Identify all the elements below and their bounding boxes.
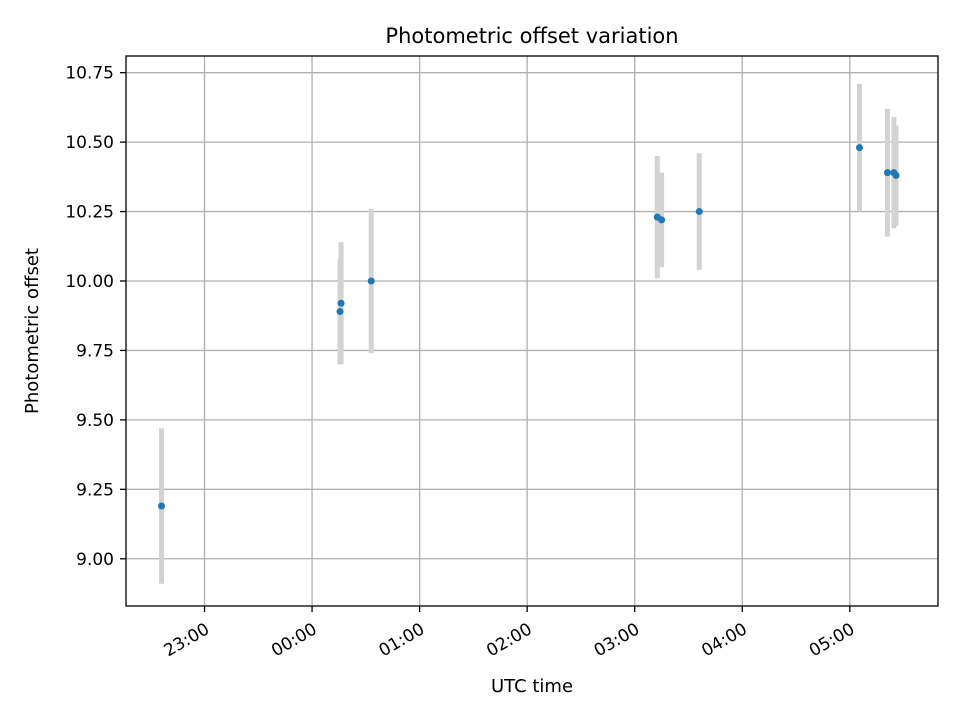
x-tick-label: 00:00: [268, 619, 320, 661]
x-tick-label: 23:00: [161, 619, 213, 661]
y-tick-label: 10.75: [65, 64, 114, 84]
y-tick-label: 9.00: [76, 550, 114, 570]
y-tick-label: 10.25: [65, 203, 114, 223]
x-axis-ticks: 23:00 00:00 01:00 02:00 03:00 04:00 05:00: [161, 606, 858, 661]
y-tick-label: 9.50: [76, 411, 114, 431]
data-point: [367, 277, 375, 285]
x-tick-label: 04:00: [698, 619, 750, 661]
y-tick-label: 10.50: [65, 133, 114, 153]
data-point: [157, 502, 165, 510]
x-tick-label: 01:00: [376, 619, 428, 661]
y-axis-title: Photometric offset: [22, 248, 43, 414]
data-point: [337, 299, 345, 307]
error-bars: [158, 83, 899, 584]
y-tick-label: 9.25: [76, 480, 114, 500]
grid: [126, 56, 938, 606]
x-axis-title: UTC time: [491, 676, 573, 697]
y-axis-ticks: 9.00 9.25 9.50 9.75 10.00 10.25 10.50 10.75: [65, 64, 126, 570]
chart-title: Photometric offset variation: [385, 24, 678, 48]
data-points: [157, 144, 900, 510]
data-point: [883, 169, 891, 177]
plot-frame: [125, 55, 939, 607]
data-point: [658, 216, 666, 224]
data-point: [336, 308, 344, 316]
x-tick-label: 02:00: [483, 619, 535, 661]
y-tick-label: 10.00: [65, 272, 114, 292]
data-point: [892, 171, 900, 179]
data-point: [695, 208, 703, 216]
y-tick-label: 9.75: [76, 341, 114, 361]
x-tick-label: 05:00: [806, 619, 858, 661]
x-tick-label: 03:00: [591, 619, 643, 661]
data-point: [855, 144, 863, 152]
